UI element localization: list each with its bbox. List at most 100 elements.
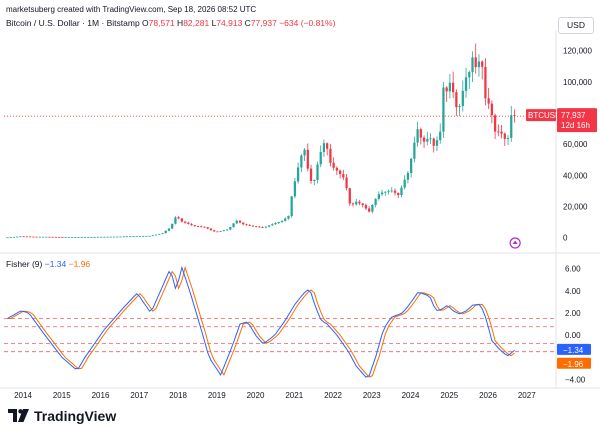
candle-body <box>397 192 400 196</box>
time-tick-label: 2018 <box>169 391 187 400</box>
candle-body <box>316 164 319 180</box>
candle-body <box>129 236 132 238</box>
fisher-lines <box>7 265 515 378</box>
candle-body <box>119 236 122 238</box>
candle-body <box>100 236 103 238</box>
low-value: 74,913 <box>216 18 243 28</box>
candle-body <box>513 115 516 117</box>
candle-body <box>497 131 500 133</box>
candle-body <box>209 228 213 231</box>
footer-brand-text: TradingView <box>34 408 117 424</box>
candle-body <box>25 236 29 238</box>
candle-body <box>271 224 274 226</box>
candle-body <box>329 148 332 163</box>
trigger-value: −1.96 <box>68 259 91 269</box>
fisher-tick-label: 6.00 <box>565 265 581 274</box>
price-tick-label: 60,000 <box>563 140 588 149</box>
candle-body <box>351 203 355 205</box>
candle-body <box>138 236 142 237</box>
event-marker-glyph <box>512 240 518 244</box>
candle-body <box>90 236 93 238</box>
candle-body <box>148 235 151 237</box>
candle-body <box>74 237 77 238</box>
event-marker-icon[interactable] <box>509 237 521 249</box>
candle-body <box>474 57 477 68</box>
candle-body <box>484 66 487 99</box>
candle-body <box>461 90 464 107</box>
fisher-name[interactable]: Fisher (9) <box>6 259 43 269</box>
candle-body <box>490 103 494 116</box>
fisher-badge <box>557 343 591 355</box>
candle-body <box>161 233 164 234</box>
time-tick-label: 2022 <box>324 391 342 400</box>
candle-body <box>326 143 329 149</box>
high-value: 82,281 <box>183 18 210 28</box>
candle-body <box>293 181 297 197</box>
candle-body <box>358 201 361 204</box>
time-tick-label: 2017 <box>130 391 148 400</box>
candle-body <box>219 230 222 232</box>
candle-body <box>54 236 58 238</box>
candle-body <box>361 203 364 206</box>
candle-body <box>348 188 351 204</box>
candle-body <box>384 191 387 193</box>
price-tick-label: 20,000 <box>563 202 588 211</box>
candle-body <box>319 151 322 165</box>
time-tick-label: 2021 <box>285 391 303 400</box>
candle-body <box>258 226 261 228</box>
footer-brand[interactable]: TradingView <box>8 408 116 424</box>
trigger-line <box>7 265 515 378</box>
time-axis[interactable]: 2014 2015 2016 2017 2018 2019 2020 2021 2022 2023… <box>14 391 536 400</box>
currency-button[interactable]: USD <box>558 17 594 34</box>
candle-body <box>368 208 371 212</box>
candle-body <box>342 174 345 178</box>
candle-body <box>6 237 9 239</box>
candle-body <box>458 106 461 108</box>
candle-body <box>41 236 45 238</box>
price-tick-label: 100,000 <box>563 78 592 87</box>
candle-body <box>190 223 193 226</box>
fisher-legend[interactable]: Fisher (9) −1.34 −1.96 <box>6 259 90 269</box>
candle-body <box>455 92 458 108</box>
candle-body <box>116 236 119 238</box>
candle-body <box>206 227 209 229</box>
candle-body <box>290 196 293 217</box>
candle-body <box>180 218 184 222</box>
time-tick-label: 2020 <box>247 391 265 400</box>
candle-body <box>32 236 35 238</box>
candle-body <box>132 236 135 237</box>
candle-body <box>451 82 455 93</box>
gridlines <box>0 30 600 389</box>
fisher-levels <box>4 318 556 353</box>
candle-body <box>141 235 145 237</box>
symbol-legend[interactable]: Bitcoin / U.S. Dollar · 1M · Bitstamp O7… <box>6 18 335 28</box>
candle-body <box>151 235 154 237</box>
candle-body <box>203 226 206 228</box>
candle-body <box>61 237 64 238</box>
candle-body <box>406 173 410 180</box>
time-tick-label: 2027 <box>518 391 536 400</box>
time-tick-label: 2016 <box>92 391 110 400</box>
candle-body <box>487 98 490 104</box>
candle-body <box>112 236 116 238</box>
price-badge-value: 77,937 <box>561 111 586 120</box>
fisher-axis[interactable]: 6.00 4.00 2.00 0.00 −4.00 <box>565 265 586 385</box>
candle-body <box>16 236 19 238</box>
price-candles <box>6 43 516 239</box>
candle-body <box>96 236 100 238</box>
candle-body <box>277 221 280 224</box>
candle-body <box>22 236 25 238</box>
candle-body <box>439 131 442 141</box>
fisher-tick-label: 4.00 <box>565 287 581 296</box>
candle-body <box>338 170 342 175</box>
candle-body <box>287 216 290 219</box>
candle-body <box>393 190 397 193</box>
candle-body <box>413 142 416 159</box>
candle-body <box>12 236 16 238</box>
candle-body <box>442 87 445 132</box>
symbol-name[interactable]: Bitcoin / U.S. Dollar · 1M · Bitstamp <box>6 18 140 28</box>
symbol-badge-text: BTCUSD <box>528 111 561 120</box>
